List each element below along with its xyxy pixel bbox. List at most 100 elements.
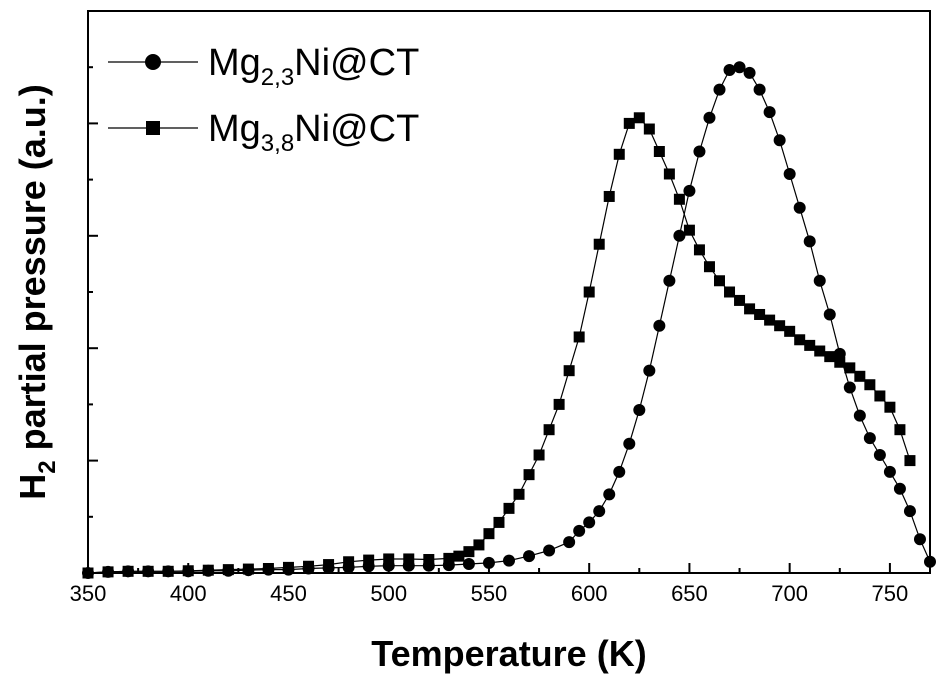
data-point-circle bbox=[723, 64, 736, 77]
data-point-circle bbox=[853, 409, 866, 422]
series-2-line bbox=[87, 117, 911, 574]
data-point-circle bbox=[793, 201, 806, 214]
data-point-circle bbox=[693, 145, 706, 158]
data-point-circle bbox=[623, 437, 636, 450]
x-tick-label: 600 bbox=[571, 581, 608, 606]
data-point-circle bbox=[482, 556, 495, 569]
x-axis-ticks: 350 400 450 500 550 600 650 700 750 bbox=[70, 563, 909, 606]
data-point-circle bbox=[583, 516, 596, 529]
data-point-square bbox=[583, 286, 595, 298]
data-point-square bbox=[122, 565, 134, 577]
data-point-square bbox=[874, 390, 886, 402]
data-point-square bbox=[703, 261, 715, 273]
data-point-circle bbox=[462, 558, 475, 571]
data-point-circle bbox=[703, 111, 716, 124]
data-point-circle bbox=[883, 465, 896, 478]
data-point-circle bbox=[873, 448, 886, 461]
data-point-square bbox=[714, 275, 725, 287]
x-tick-label: 550 bbox=[471, 581, 508, 606]
data-point-square bbox=[724, 286, 736, 298]
data-point-circle bbox=[733, 61, 746, 74]
data-point-square bbox=[463, 546, 475, 558]
data-point-square bbox=[814, 345, 826, 357]
data-point-square bbox=[493, 516, 505, 528]
data-point-circle bbox=[893, 482, 906, 495]
legend-circle-marker bbox=[145, 54, 161, 70]
data-point-square bbox=[744, 303, 756, 315]
data-point-circle bbox=[613, 465, 626, 478]
y-axis-title-main: H bbox=[12, 474, 53, 500]
legend-label-main: Mg bbox=[208, 42, 261, 84]
data-point-square bbox=[553, 398, 565, 410]
data-point-square bbox=[794, 334, 806, 346]
data-point-square bbox=[222, 564, 234, 576]
data-point-square bbox=[533, 449, 545, 461]
data-point-square bbox=[864, 379, 876, 391]
data-point-square bbox=[323, 559, 335, 571]
data-point-square bbox=[473, 539, 485, 551]
data-point-square bbox=[884, 401, 896, 413]
x-tick-label: 700 bbox=[771, 581, 808, 606]
x-tick-label: 650 bbox=[671, 581, 708, 606]
data-point-square bbox=[303, 560, 315, 572]
data-point-square bbox=[483, 528, 495, 540]
data-point-circle bbox=[593, 505, 606, 518]
data-point-circle bbox=[753, 83, 766, 96]
legend-label-rest: Ni@CT bbox=[294, 42, 419, 84]
data-point-square bbox=[142, 565, 154, 577]
legend-item-1: Mg2,3Ni@CT bbox=[108, 42, 419, 91]
data-point-square bbox=[523, 469, 535, 481]
data-point-circle bbox=[653, 319, 666, 332]
data-point-square bbox=[453, 550, 465, 562]
data-point-square bbox=[784, 325, 796, 337]
data-point-circle bbox=[603, 488, 616, 501]
data-point-square bbox=[423, 554, 435, 566]
data-point-circle bbox=[563, 536, 576, 549]
data-point-square bbox=[613, 148, 625, 160]
data-point-square bbox=[282, 561, 294, 573]
data-point-square bbox=[162, 565, 174, 577]
data-point-circle bbox=[503, 554, 515, 567]
x-tick-label: 750 bbox=[872, 581, 909, 606]
data-point-circle bbox=[924, 555, 936, 568]
y-axis-title-sub: 2 bbox=[34, 460, 61, 473]
data-point-square bbox=[804, 339, 816, 351]
legend-item-2: Mg3,8Ni@CT bbox=[108, 108, 419, 157]
x-tick-label: 400 bbox=[170, 581, 207, 606]
data-point-square bbox=[563, 365, 575, 377]
legend-label-sub: 2,3 bbox=[261, 64, 294, 91]
data-point-circle bbox=[813, 274, 826, 287]
data-point-square bbox=[653, 146, 665, 157]
data-point-square bbox=[503, 502, 515, 514]
data-point-square bbox=[904, 455, 916, 467]
data-point-circle bbox=[803, 235, 816, 248]
data-point-circle bbox=[763, 106, 776, 119]
data-point-square bbox=[673, 193, 685, 205]
data-point-square bbox=[623, 117, 635, 129]
data-point-square bbox=[663, 168, 675, 180]
legend-label-main: Mg bbox=[208, 108, 261, 150]
data-point-square bbox=[513, 488, 525, 500]
data-point-square bbox=[82, 567, 94, 579]
data-point-square bbox=[603, 190, 615, 202]
plot-area bbox=[87, 10, 931, 574]
data-point-circle bbox=[783, 167, 796, 180]
x-tick-label: 350 bbox=[70, 581, 107, 606]
data-point-circle bbox=[843, 381, 856, 394]
x-axis-title: Temperature (K) bbox=[371, 633, 646, 674]
data-point-square bbox=[242, 563, 254, 575]
data-point-square bbox=[854, 370, 866, 382]
series-2 bbox=[82, 112, 916, 579]
y-axis-ticks bbox=[88, 66, 98, 518]
data-point-circle bbox=[573, 524, 586, 537]
data-point-circle bbox=[683, 184, 696, 197]
series-layer bbox=[82, 61, 936, 579]
data-point-circle bbox=[823, 308, 836, 321]
data-point-square bbox=[543, 424, 555, 436]
plot-frame bbox=[87, 10, 931, 574]
legend-label: Mg3,8Ni@CT bbox=[208, 108, 419, 157]
legend-label-rest: Ni@CT bbox=[294, 108, 419, 150]
data-point-circle bbox=[913, 533, 926, 546]
data-point-square bbox=[383, 553, 395, 565]
